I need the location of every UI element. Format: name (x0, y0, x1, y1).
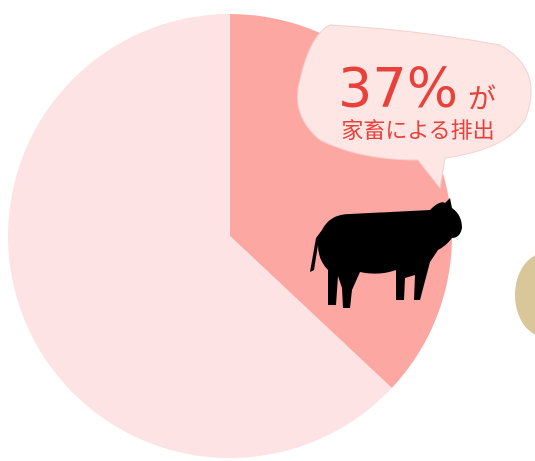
label-suffix: が (468, 82, 496, 115)
category-label: 家畜による排出 (341, 119, 494, 144)
cow-silhouette (310, 198, 462, 308)
speech-bubble (297, 24, 532, 190)
pie-slice (7, 14, 392, 458)
side-decoration (515, 255, 535, 335)
value-label: 37% (338, 57, 458, 120)
